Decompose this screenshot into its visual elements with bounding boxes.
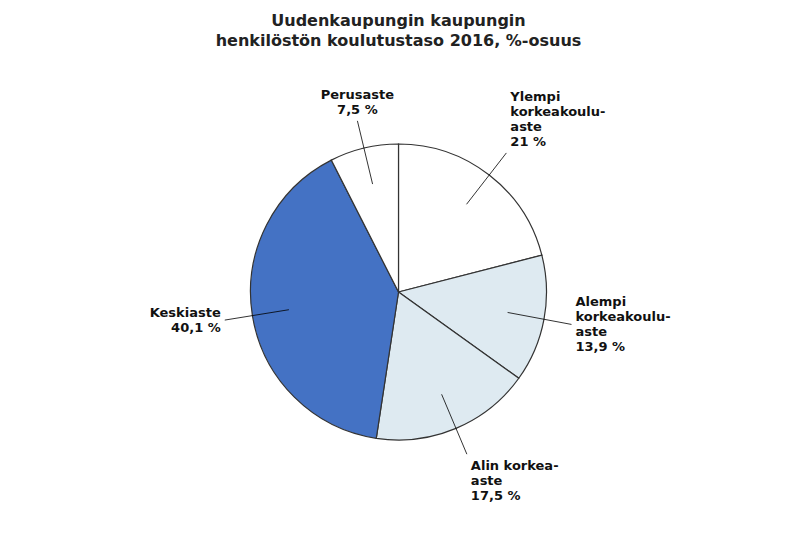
category-label: korkeakoulu- (510, 104, 605, 119)
value-label: 13,9 % (575, 339, 625, 354)
category-label: Perusaste (321, 87, 394, 102)
value-label: 21 % (510, 134, 546, 149)
slice-label: Perusaste7,5 % (321, 87, 394, 117)
category-label: Ylempi (509, 89, 560, 104)
category-label: Alin korkea- (471, 458, 559, 473)
slice-label: Alin korkea-aste17,5 % (471, 458, 559, 503)
slice-label: Keskiaste40,1 % (150, 305, 221, 335)
category-label: korkeakoulu- (575, 309, 670, 324)
pie (250, 144, 546, 440)
value-label: 17,5 % (471, 488, 521, 503)
value-label: 7,5 % (337, 102, 378, 117)
leader-line (467, 153, 507, 204)
title-line: henkilöstön koulutustaso 2016, %-osuus (216, 31, 582, 50)
chart-container: Uudenkaupungin kaupunginhenkilöstön koul… (0, 0, 797, 547)
category-label: Keskiaste (150, 305, 221, 320)
title-line: Uudenkaupungin kaupungin (271, 11, 525, 30)
value-label: 40,1 % (171, 320, 221, 335)
title: Uudenkaupungin kaupunginhenkilöstön koul… (216, 11, 582, 50)
pie-slice (376, 292, 519, 440)
leader-line (357, 121, 372, 184)
labels: Ylempikorkeakoulu-aste21 %Alempikorkeako… (150, 87, 671, 503)
pie-slice (331, 144, 398, 292)
category-label: Alempi (575, 294, 626, 309)
category-label: aste (471, 473, 503, 488)
category-label: aste (575, 324, 607, 339)
slice-label: Ylempikorkeakoulu-aste21 % (509, 89, 605, 149)
slice-label: Alempikorkeakoulu-aste13,9 % (575, 294, 670, 354)
leader-line (442, 394, 467, 454)
chart-svg: Uudenkaupungin kaupunginhenkilöstön koul… (0, 0, 797, 547)
category-label: aste (510, 119, 542, 134)
leader-line (508, 312, 572, 324)
leader-line (225, 310, 289, 320)
background (0, 0, 797, 547)
